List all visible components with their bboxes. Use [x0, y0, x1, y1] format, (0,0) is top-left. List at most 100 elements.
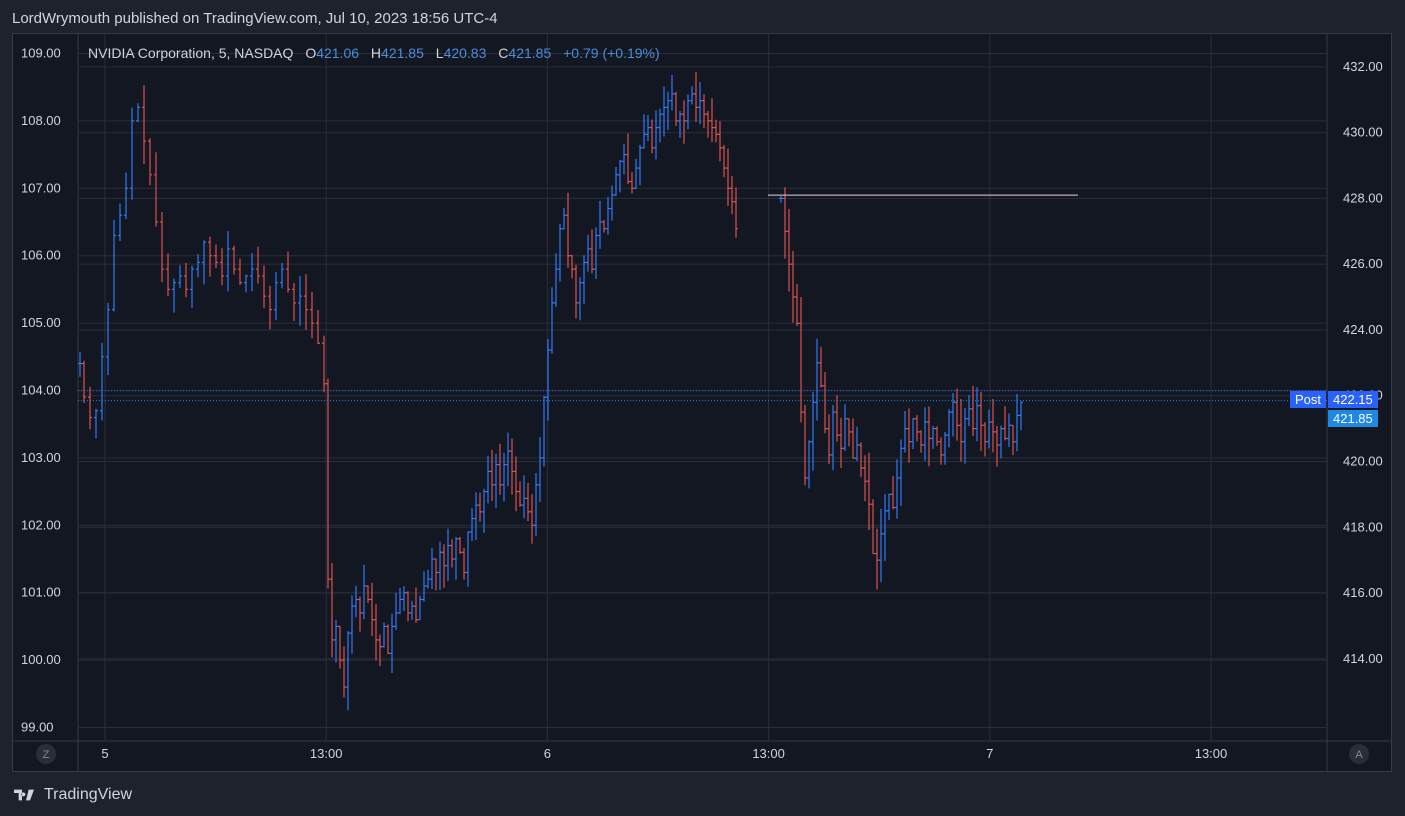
ohlc-bar — [292, 283, 296, 321]
ohlc-bar — [887, 493, 891, 520]
ohlc-bar — [911, 418, 915, 450]
left-price-axis[interactable]: 109.00 108.00 107.00 106.00 105.00 104.00 103.… — [21, 45, 61, 734]
ohlc-bar — [334, 620, 338, 663]
time-tick-label: 5 — [101, 746, 108, 761]
ohlc-bar — [214, 244, 218, 269]
ohlc-bar — [310, 291, 314, 339]
ohlc-bar — [783, 187, 787, 259]
ohlc-bar — [951, 393, 955, 437]
last-price-tag: 421.85 — [1328, 410, 1378, 427]
ohlc-bar — [787, 208, 791, 292]
ohlc-bar — [518, 481, 522, 507]
ohlc-bar — [426, 569, 430, 589]
ohlc-bar — [859, 442, 863, 478]
ohlc-bar — [811, 392, 815, 471]
post-label-tag: Post — [1290, 391, 1327, 408]
ohlc-bar — [470, 508, 474, 541]
legend-low-value: 420.83 — [443, 45, 487, 61]
ohlc-bar — [871, 499, 875, 555]
ohlc-bar — [590, 229, 594, 274]
ohlc-bar — [78, 351, 82, 377]
ohlc-bar — [658, 108, 662, 143]
post-price-tag: 422.15 — [1328, 391, 1378, 408]
ohlc-bar — [863, 455, 867, 502]
ohlc-bar — [130, 107, 134, 200]
ohlc-bar — [434, 558, 438, 591]
ohlc-bar — [983, 422, 987, 457]
ohlc-bar — [362, 564, 366, 620]
ohlc-bar — [895, 459, 899, 519]
right-price-axis[interactable]: 432.00430.00428.00426.00424.00422.00420.… — [1343, 59, 1383, 666]
time-tick-label: 6 — [544, 746, 551, 761]
ohlc-bar — [478, 492, 482, 522]
time-tick-label: 13:00 — [310, 746, 343, 761]
ohlc-bar — [410, 600, 414, 620]
left-tick-label: 107.00 — [21, 180, 61, 195]
ohlc-bar — [526, 482, 530, 522]
ohlc-bar — [326, 378, 330, 589]
ohlc-bar — [634, 158, 638, 190]
ohlc-bar — [831, 404, 835, 471]
tradingview-logo-icon — [14, 789, 34, 801]
ohlc-bar — [694, 72, 698, 123]
ohlc-bar — [172, 278, 176, 313]
chart-canvas[interactable]: 109.00 108.00 107.00 106.00 105.00 104.00 103.… — [13, 34, 1392, 772]
ohlc-bar — [650, 119, 654, 154]
ohlc-bar — [232, 245, 236, 275]
ohlc-bar — [538, 437, 542, 502]
ohlc-bar — [847, 418, 851, 447]
ohlc-bar — [883, 493, 887, 561]
ohlc-bar — [154, 152, 158, 227]
auto-scale-button-right[interactable]: A — [1349, 744, 1369, 764]
overlay-lines — [78, 194, 1327, 402]
ohlc-bar — [662, 86, 666, 137]
ohlc-bar — [610, 185, 614, 221]
ohlc-bar — [710, 98, 714, 142]
ohlc-bar — [666, 91, 670, 130]
ohlc-bar — [494, 453, 498, 508]
ohlc-bar — [350, 595, 354, 654]
tradingview-footer[interactable]: TradingView — [14, 786, 132, 804]
grid-lines — [13, 34, 1391, 771]
ohlc-bar — [670, 74, 674, 111]
footer-brand: TradingView — [44, 786, 133, 803]
ohlc-bar — [166, 253, 170, 297]
left-tick-label: 102.00 — [21, 517, 61, 532]
ohlc-bar — [386, 624, 390, 654]
ohlc-bar — [406, 591, 410, 622]
ohlc-bar — [879, 508, 883, 583]
chart-frame[interactable]: 109.00 108.00 107.00 106.00 105.00 104.00 103.… — [12, 33, 1392, 772]
ohlc-bar — [1007, 413, 1011, 447]
ohlc-bar — [967, 395, 971, 427]
ohlc-bar — [815, 338, 819, 421]
legend-change: +0.79 (+0.19%) — [563, 45, 660, 61]
ohlc-bar — [935, 426, 939, 447]
ohlc-bar — [458, 536, 462, 554]
ohlc-bar — [238, 258, 242, 285]
ohlc-bar — [100, 342, 104, 421]
ohlc-bar — [618, 159, 622, 193]
ohlc-bar — [514, 456, 518, 512]
left-tick-label: 109.00 — [21, 45, 61, 60]
ohlc-bar — [630, 171, 634, 194]
ohlc-bar — [446, 528, 450, 581]
ohlc-bar — [1003, 406, 1007, 441]
auto-scale-button-left[interactable]: Z — [36, 744, 56, 764]
ohlc-bar — [244, 274, 248, 293]
ohlc-bar — [342, 646, 346, 698]
symbol-legend: NVIDIA Corporation, 5, NASDAQ O421.06 H4… — [88, 45, 660, 61]
right-tick-label: 414.00 — [1343, 651, 1383, 666]
ohlc-bar — [807, 440, 811, 489]
ohlc-bar — [184, 263, 188, 298]
ohlc-bar — [160, 212, 164, 283]
left-tick-label: 105.00 — [21, 315, 61, 330]
ohlc-bar — [855, 426, 859, 462]
ohlc-bar — [722, 144, 726, 178]
ohlc-bar — [578, 277, 582, 321]
ohlc-bar — [686, 94, 690, 130]
ohlc-bar — [390, 613, 394, 673]
ohlc-bar — [923, 407, 927, 461]
ohlc-bar — [827, 414, 831, 465]
legend-high-value: 421.85 — [381, 45, 424, 61]
